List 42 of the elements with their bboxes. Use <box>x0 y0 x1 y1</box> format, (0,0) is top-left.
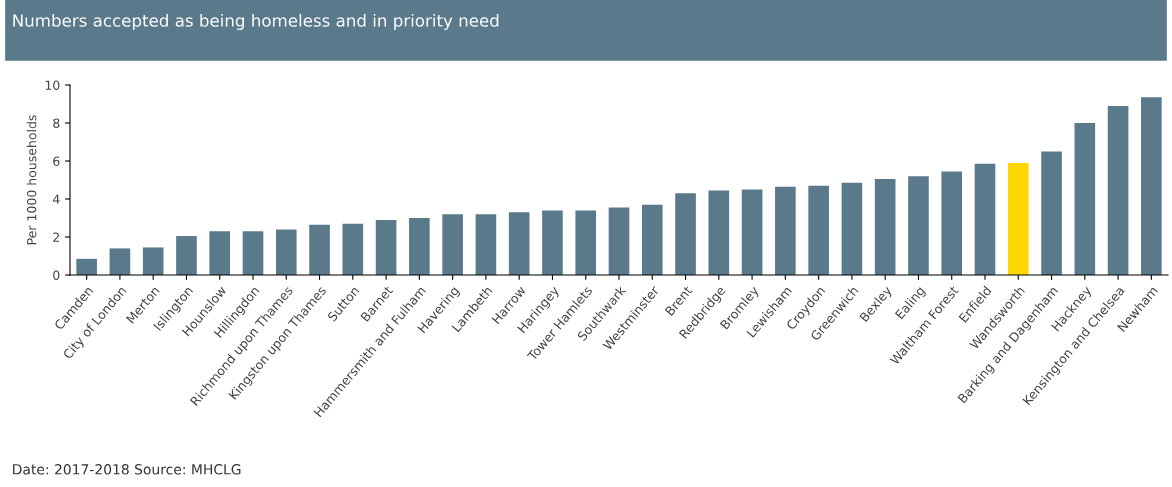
bar <box>375 219 397 275</box>
bar <box>242 231 264 275</box>
y-tick-label: 6 <box>53 156 60 166</box>
bar <box>741 189 763 275</box>
y-axis-title: Per 1000 households <box>26 115 37 245</box>
bar <box>442 214 463 275</box>
bar <box>1074 123 1096 275</box>
bar <box>142 247 164 275</box>
bar <box>109 248 131 275</box>
bar <box>1007 162 1029 275</box>
bar <box>908 176 929 275</box>
bar <box>508 212 530 275</box>
bar <box>342 223 364 275</box>
bar <box>808 185 829 275</box>
bar <box>275 229 297 275</box>
chart-title: Numbers accepted as being homeless and in priority need <box>13 13 499 31</box>
bar <box>974 163 996 275</box>
bar <box>708 190 730 275</box>
bar <box>309 224 330 275</box>
y-tick-label: 8 <box>53 118 60 128</box>
bar <box>209 231 231 275</box>
bar <box>76 258 97 275</box>
bar <box>874 179 896 275</box>
bar <box>1141 97 1162 275</box>
text: Date: 2017-2018 Source: MHCLG <box>13 464 241 475</box>
bar <box>608 207 630 275</box>
bar <box>641 204 663 275</box>
bar <box>1107 105 1129 275</box>
bar <box>409 218 430 275</box>
bar <box>841 182 863 275</box>
bar <box>775 186 796 275</box>
bar <box>575 210 597 275</box>
y-tick-label: 2 <box>53 232 60 242</box>
bar <box>176 236 197 275</box>
y-tick-label: 10 <box>45 80 60 90</box>
bar <box>475 214 497 275</box>
bar <box>1041 151 1062 275</box>
bar <box>542 210 563 275</box>
bar <box>941 171 963 275</box>
y-tick-label: 0 <box>53 270 60 280</box>
bar <box>675 193 696 275</box>
y-tick-label: 4 <box>52 194 60 204</box>
